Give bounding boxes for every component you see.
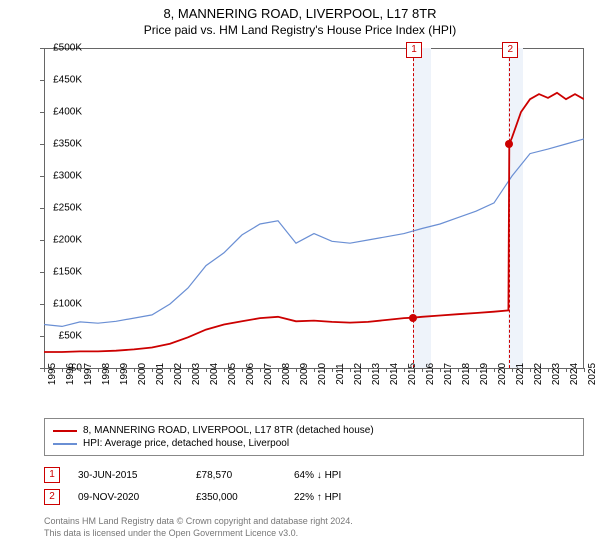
x-tick [134,368,135,372]
x-tick [80,368,81,372]
x-tick [314,368,315,372]
credit-line-1: Contains HM Land Registry data © Crown c… [44,516,584,528]
event-date: 09-NOV-2020 [78,492,178,503]
data-point-dot [505,140,513,148]
event-row: 2 09-NOV-2020 £350,000 22% ↑ HPI [44,486,584,508]
event-badge: 2 [44,489,60,505]
x-tick [584,368,585,372]
chart-title: 8, MANNERING ROAD, LIVERPOOL, L17 8TR [0,6,600,21]
x-tick [206,368,207,372]
x-tick [260,368,261,372]
event-badge: 1 [44,467,60,483]
x-tick [278,368,279,372]
legend-swatch [53,443,77,445]
x-tick [224,368,225,372]
x-tick [116,368,117,372]
x-tick [62,368,63,372]
x-tick [440,368,441,372]
chart-subtitle: Price paid vs. HM Land Registry's House … [0,23,600,37]
series-svg [44,48,584,368]
data-point-dot [409,314,417,322]
event-price: £78,570 [196,470,276,481]
x-tick [296,368,297,372]
series-hpi [44,139,584,327]
x-tick [368,368,369,372]
x-tick [44,368,45,372]
x-tick [170,368,171,372]
x-tick [152,368,153,372]
chart-plot-area: 12£0£50K£100K£150K£200K£250K£300K£350K£4… [44,48,584,368]
x-tick [242,368,243,372]
x-tick [350,368,351,372]
x-tick-label: 2025 [587,363,598,385]
x-tick [530,368,531,372]
x-tick [404,368,405,372]
x-tick [512,368,513,372]
x-tick [188,368,189,372]
events-table: 1 30-JUN-2015 £78,570 64% ↓ HPI 2 09-NOV-2020… [44,464,584,508]
x-tick [566,368,567,372]
x-tick [332,368,333,372]
legend-label: HPI: Average price, detached house, Live… [83,438,289,449]
credit-line-2: This data is licensed under the Open Gov… [44,528,584,540]
legend-row: 8, MANNERING ROAD, LIVERPOOL, L17 8TR (d… [53,424,575,437]
legend-swatch [53,430,77,432]
event-date: 30-JUN-2015 [78,470,178,481]
x-tick [422,368,423,372]
x-tick [494,368,495,372]
x-tick [548,368,549,372]
event-delta: 64% ↓ HPI [294,470,341,481]
x-tick [386,368,387,372]
legend-label: 8, MANNERING ROAD, LIVERPOOL, L17 8TR (d… [83,425,374,436]
event-delta: 22% ↑ HPI [294,492,341,503]
legend-area: 8, MANNERING ROAD, LIVERPOOL, L17 8TR (d… [44,418,584,539]
legend-row: HPI: Average price, detached house, Live… [53,437,575,450]
x-tick [476,368,477,372]
credits: Contains HM Land Registry data © Crown c… [44,516,584,539]
event-row: 1 30-JUN-2015 £78,570 64% ↓ HPI [44,464,584,486]
series-price_paid [44,93,584,352]
chart-container: 8, MANNERING ROAD, LIVERPOOL, L17 8TR Pr… [0,0,600,560]
x-tick [458,368,459,372]
titles: 8, MANNERING ROAD, LIVERPOOL, L17 8TR Pr… [0,0,600,37]
x-tick [98,368,99,372]
event-price: £350,000 [196,492,276,503]
legend-box: 8, MANNERING ROAD, LIVERPOOL, L17 8TR (d… [44,418,584,456]
